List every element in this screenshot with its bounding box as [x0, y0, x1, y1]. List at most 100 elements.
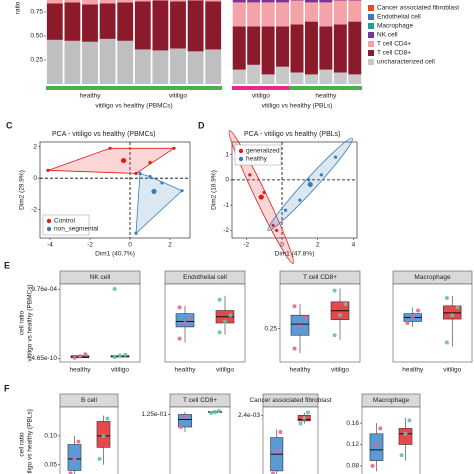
legend-label: Macrophage — [377, 23, 414, 30]
bar-segment — [276, 66, 290, 84]
y-tick-label: 1 — [225, 151, 229, 158]
group-strip — [134, 86, 222, 90]
bar-segment — [304, 0, 318, 3]
point — [407, 418, 412, 423]
plot-frame — [59, 283, 141, 363]
facet-title: B cell — [81, 397, 97, 404]
bar-segment — [82, 41, 98, 84]
facet-title: NK cell — [90, 274, 111, 281]
group-label: healthy — [315, 93, 337, 100]
y-tick-label: -2 — [223, 227, 229, 234]
y-axis-label: ratio — [15, 1, 22, 14]
x-tick-label: 2 — [168, 242, 172, 249]
point — [278, 430, 283, 434]
legend-label: T cell CD8+ — [377, 50, 411, 57]
box — [177, 414, 193, 428]
point — [72, 456, 77, 461]
bar-segment — [64, 2, 81, 41]
y-tick-label: 0.75 — [30, 9, 43, 16]
x-tick-label: healthy — [402, 367, 424, 374]
point — [183, 415, 187, 419]
y-tick-label: 9.76e-04 — [31, 286, 57, 293]
legend-swatch — [368, 14, 374, 20]
bar-segment — [319, 0, 333, 3]
bar-segment — [290, 0, 304, 25]
bar-segment — [304, 2, 318, 22]
group-centroid — [121, 157, 127, 164]
bar-segment — [205, 49, 222, 84]
point — [332, 288, 337, 293]
bar-segment — [205, 1, 222, 50]
point — [302, 416, 307, 421]
point — [105, 416, 110, 421]
point — [370, 463, 375, 468]
point — [399, 453, 404, 458]
legend-marker — [46, 218, 52, 224]
x-axis-label: Dim1 (47.8%) — [275, 251, 315, 258]
point — [374, 442, 379, 447]
point — [228, 313, 233, 318]
point — [172, 146, 176, 150]
legend-label: generalized — [246, 148, 280, 155]
point — [46, 168, 50, 172]
y-tick-label: 0 — [33, 175, 37, 182]
point — [78, 354, 82, 359]
point — [307, 178, 311, 182]
bar-segment — [290, 72, 304, 84]
box — [175, 313, 195, 328]
x-tick-label: healthy — [70, 367, 92, 374]
point — [177, 305, 182, 310]
facet-title: Macrophage — [414, 274, 451, 281]
x-tick-label: -2 — [87, 242, 93, 249]
bar-segment — [304, 74, 318, 84]
legend-label: non_segmental — [54, 226, 99, 233]
point — [338, 313, 342, 318]
bar-segment — [205, 0, 222, 2]
bar-segment — [117, 0, 134, 3]
panel-letter: C — [6, 120, 13, 130]
point — [378, 426, 383, 431]
x-tick-label: healthy — [175, 367, 197, 374]
point — [217, 297, 222, 302]
x-tick-label: 4 — [352, 242, 356, 249]
point — [72, 355, 77, 360]
point — [68, 471, 73, 474]
bar-segment — [170, 0, 186, 2]
point — [148, 160, 152, 165]
y-tick-label: 0.25 — [30, 57, 43, 64]
bar-segment — [247, 0, 261, 3]
group-label: vitiligo — [252, 93, 270, 100]
y-tick-label: 0.12 — [346, 441, 359, 448]
legend-swatch — [368, 50, 374, 56]
group-strip — [289, 86, 362, 90]
point — [271, 223, 275, 227]
bar-segment — [276, 26, 290, 67]
point — [134, 171, 138, 176]
x-tick-label: vitiligo — [216, 367, 234, 374]
point — [183, 321, 187, 325]
point — [271, 471, 276, 474]
facet-title: Cancer associated fibroblast — [249, 397, 331, 404]
point — [262, 190, 266, 195]
bar-segment — [333, 24, 347, 73]
bar-segment — [134, 49, 151, 84]
bar-segment — [261, 2, 275, 27]
y-tick-label: 2.4e-03 — [238, 412, 260, 419]
bar-segment — [232, 69, 246, 84]
facet-title: T cell CD8+ — [183, 397, 217, 404]
group-label: healthy — [80, 93, 102, 100]
bar-segment — [232, 26, 246, 70]
point — [292, 304, 297, 309]
point — [223, 319, 227, 324]
facet-title: T cell CD8+ — [303, 274, 337, 281]
point — [283, 208, 288, 212]
plot-frame — [392, 283, 473, 363]
panel-letter: D — [198, 120, 205, 130]
chart-title: PCA - vitiligo vs healthy (PBLs) — [244, 131, 340, 138]
bar-segment — [261, 26, 275, 75]
legend-label: T cell CD4+ — [377, 41, 411, 48]
bar-segment — [232, 2, 246, 27]
point — [403, 431, 408, 436]
point — [450, 313, 455, 318]
